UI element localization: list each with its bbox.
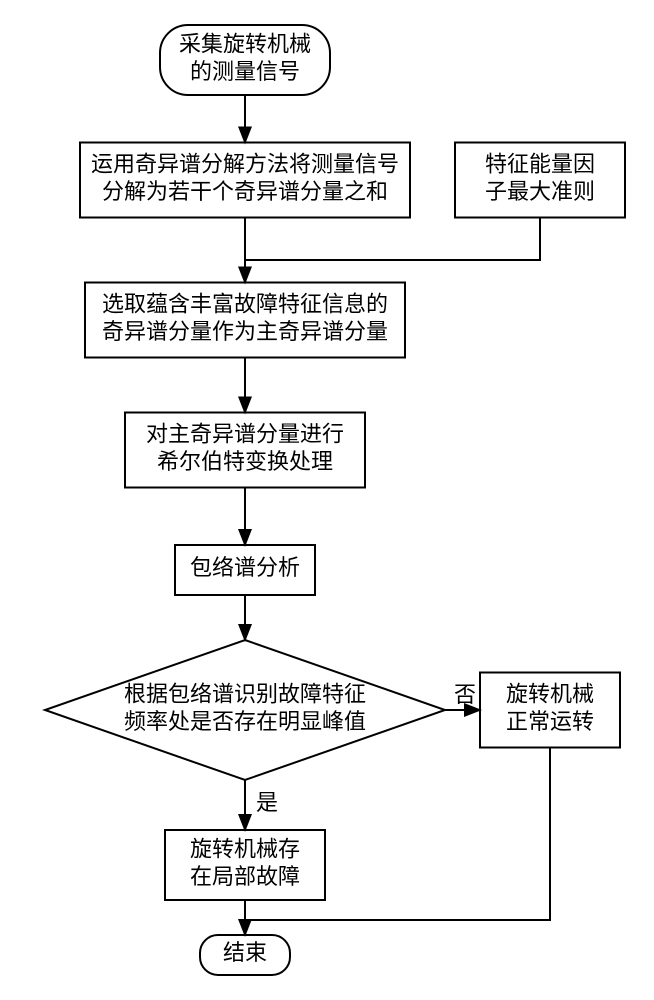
edge-decision-fault: 是 xyxy=(245,780,278,830)
node-select: 选取蕴含丰富故障特征信息的奇异谱分量作为主奇异谱分量 xyxy=(85,283,405,358)
node-fault: 旋转机械存在局部故障 xyxy=(165,830,325,900)
node-text-line: 特征能量因 xyxy=(485,151,595,176)
node-start: 采集旋转机械的测量信号 xyxy=(160,25,330,95)
node-normal: 旋转机械正常运转 xyxy=(480,673,620,748)
node-hilbert: 对主奇异谱分量进行希尔伯特变换处理 xyxy=(125,413,365,488)
node-text-line: 选取蕴含丰富故障特征信息的 xyxy=(102,291,388,316)
node-decision: 根据包络谱识别故障特征频率处是否存在明显峰值 xyxy=(45,640,445,780)
node-end: 结束 xyxy=(200,935,290,975)
node-text-line: 运用奇异谱分解方法将测量信号 xyxy=(91,151,399,176)
node-text-line: 的测量信号 xyxy=(190,59,300,84)
node-text-line: 包络谱分析 xyxy=(190,555,300,580)
node-text-line: 分解为若干个奇异谱分量之和 xyxy=(102,179,388,204)
node-text-line: 子最大准则 xyxy=(485,179,595,204)
flowchart-canvas: 采集旋转机械的测量信号运用奇异谱分解方法将测量信号分解为若干个奇异谱分量之和特征… xyxy=(0,0,654,1000)
edge-label: 否 xyxy=(454,682,476,707)
node-text-line: 频率处是否存在明显峰值 xyxy=(124,709,366,734)
node-text-line: 旋转机械存 xyxy=(190,836,300,861)
node-text-line: 奇异谱分量作为主奇异谱分量 xyxy=(102,319,388,344)
node-text-line: 结束 xyxy=(223,940,267,965)
node-envelope: 包络谱分析 xyxy=(175,545,315,595)
node-text-line: 旋转机械 xyxy=(506,681,594,706)
node-decompose: 运用奇异谱分解方法将测量信号分解为若干个奇异谱分量之和 xyxy=(80,143,410,218)
edge-label: 是 xyxy=(256,790,278,815)
node-text-line: 希尔伯特变换处理 xyxy=(157,449,333,474)
node-text-line: 正常运转 xyxy=(506,709,594,734)
edge-criterion-select xyxy=(245,218,540,261)
node-text-line: 对主奇异谱分量进行 xyxy=(146,421,344,446)
edge-decision-normal: 否 xyxy=(445,682,480,710)
node-text-line: 在局部故障 xyxy=(190,864,300,889)
node-text-line: 采集旋转机械 xyxy=(179,31,311,56)
edge-normal-end xyxy=(245,748,550,921)
node-criterion: 特征能量因子最大准则 xyxy=(455,143,625,218)
node-text-line: 根据包络谱识别故障特征 xyxy=(124,681,366,706)
